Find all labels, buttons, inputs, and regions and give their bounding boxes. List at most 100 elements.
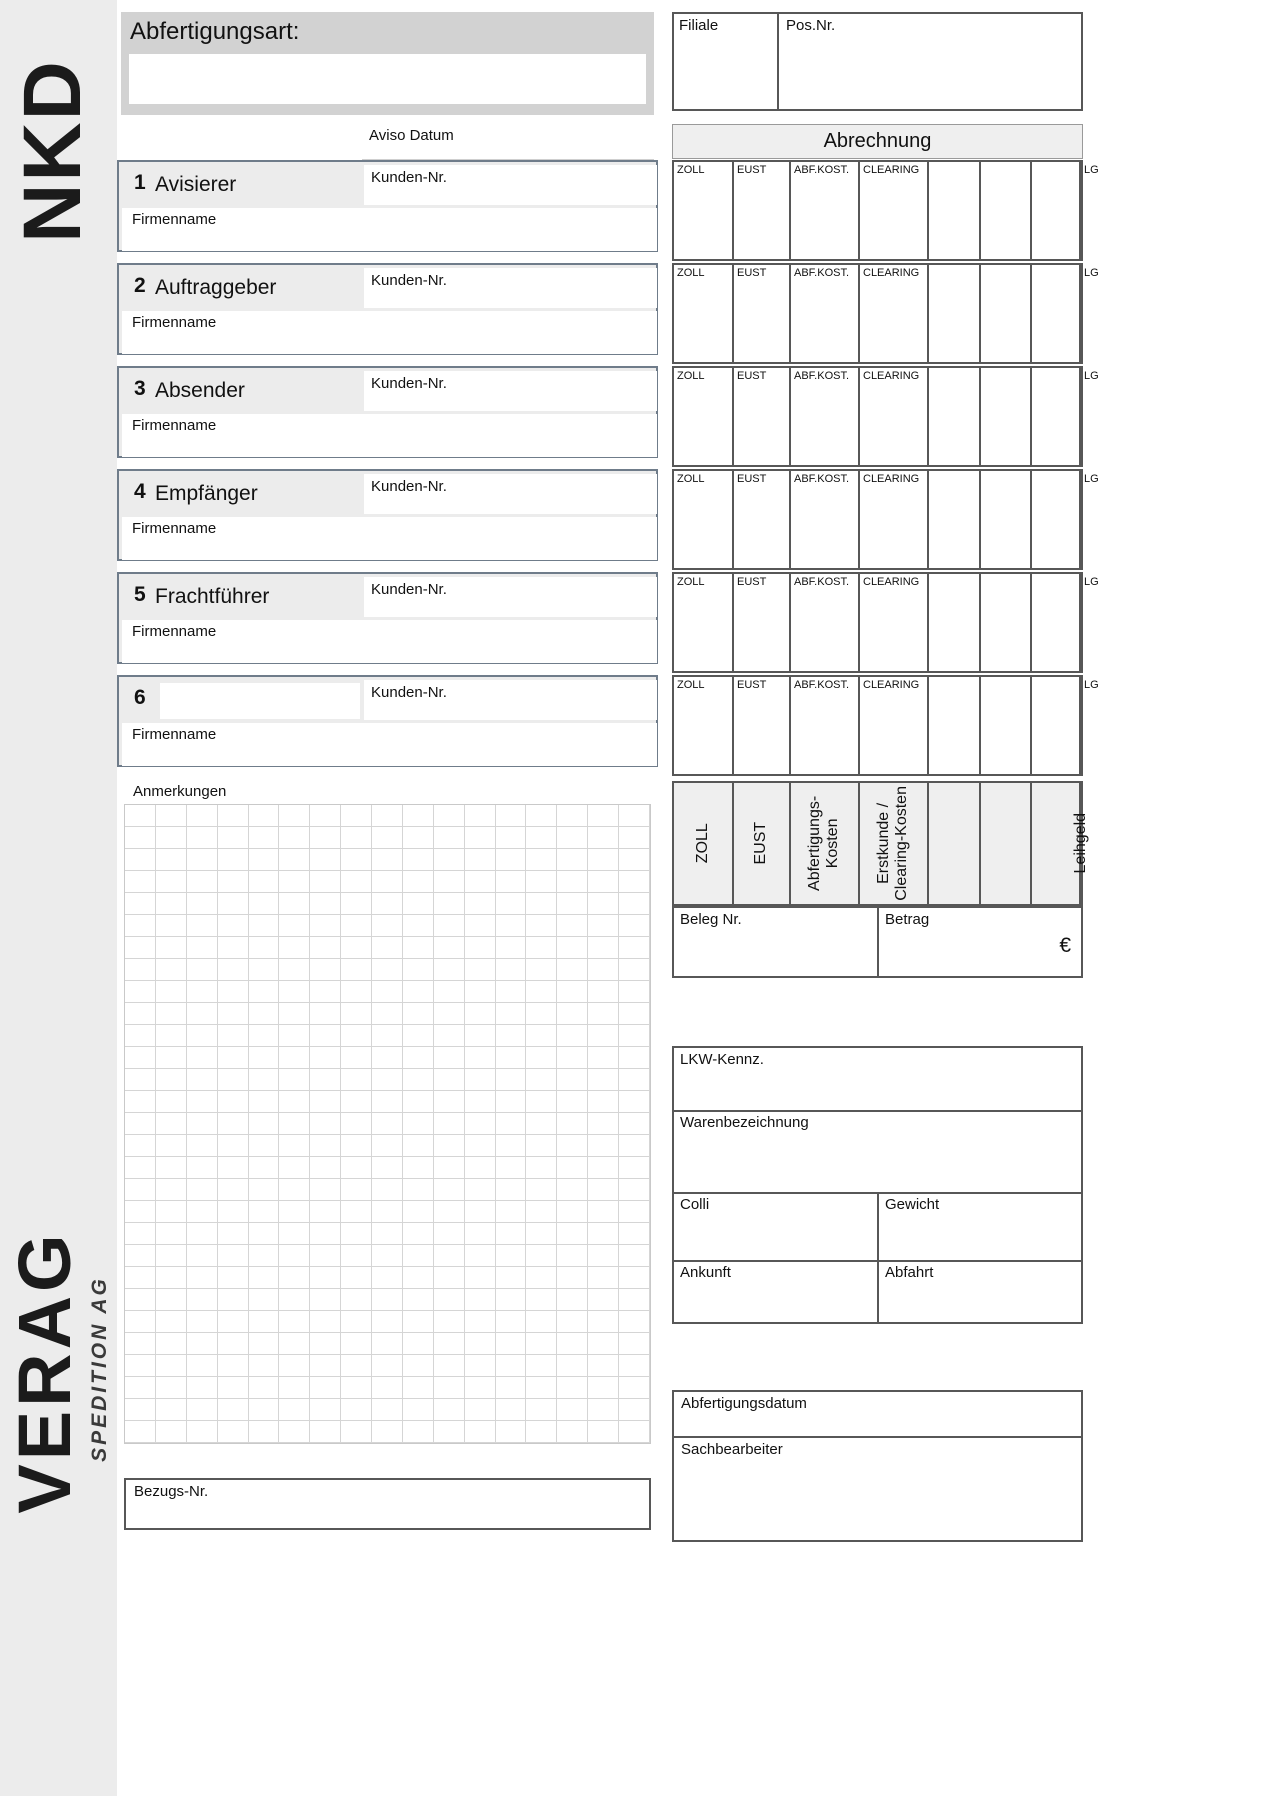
anmerkungen-cell[interactable] (310, 1179, 342, 1201)
anmerkungen-cell[interactable] (125, 1201, 156, 1223)
anmerkungen-cell[interactable] (186, 1311, 218, 1333)
anmerkungen-cell[interactable] (526, 1267, 558, 1289)
anmerkungen-cell[interactable] (310, 1223, 342, 1245)
anmerkungen-cell[interactable] (433, 1157, 465, 1179)
abrechnung-cell[interactable]: ABF.KOST. (791, 677, 860, 774)
anmerkungen-cell[interactable] (372, 893, 403, 915)
anmerkungen-cell[interactable] (588, 1377, 620, 1399)
anmerkungen-cell[interactable] (557, 1047, 589, 1069)
anmerkungen-cell[interactable] (248, 1069, 280, 1091)
anmerkungen-cell[interactable] (310, 1047, 342, 1069)
anmerkungen-cell[interactable] (341, 1333, 373, 1355)
anmerkungen-cell[interactable] (402, 1069, 434, 1091)
anmerkungen-cell[interactable] (588, 937, 620, 959)
anmerkungen-cell[interactable] (341, 1179, 373, 1201)
anmerkungen-cell[interactable] (217, 915, 249, 937)
anmerkungen-cell[interactable] (402, 1157, 434, 1179)
anmerkungen-cell[interactable] (310, 1289, 342, 1311)
anmerkungen-cell[interactable] (279, 959, 311, 981)
abrechnung-cell[interactable]: ABF.KOST. (791, 471, 860, 568)
anmerkungen-cell[interactable] (433, 1399, 465, 1421)
anmerkungen-cell[interactable] (341, 1113, 373, 1135)
anmerkungen-cell[interactable] (217, 1201, 249, 1223)
anmerkungen-cell[interactable] (402, 871, 434, 893)
anmerkungen-cell[interactable] (310, 1399, 342, 1421)
anmerkungen-cell[interactable] (186, 1201, 218, 1223)
anmerkungen-cell[interactable] (125, 1355, 156, 1377)
anmerkungen-cell[interactable] (526, 1377, 558, 1399)
anmerkungen-cell[interactable] (279, 937, 311, 959)
anmerkungen-cell[interactable] (619, 1047, 650, 1069)
anmerkungen-cell[interactable] (341, 1025, 373, 1047)
anmerkungen-cell[interactable] (402, 1245, 434, 1267)
anmerkungen-cell[interactable] (248, 1025, 280, 1047)
anmerkungen-cell[interactable] (186, 1047, 218, 1069)
anmerkungen-cell[interactable] (248, 1399, 280, 1421)
kunden-nr-field[interactable]: Kunden-Nr. (364, 474, 657, 514)
anmerkungen-cell[interactable] (217, 1091, 249, 1113)
anmerkungen-cell[interactable] (279, 849, 311, 871)
anmerkungen-cell[interactable] (619, 1157, 650, 1179)
abrechnung-cell[interactable]: ABF.KOST. (791, 574, 860, 671)
anmerkungen-cell[interactable] (557, 1003, 589, 1025)
anmerkungen-cell[interactable] (372, 1135, 403, 1157)
anmerkungen-cell[interactable] (495, 1399, 527, 1421)
anmerkungen-cell[interactable] (526, 1311, 558, 1333)
kunden-nr-field[interactable]: Kunden-Nr. (364, 577, 657, 617)
anmerkungen-cell[interactable] (557, 893, 589, 915)
anmerkungen-cell[interactable] (464, 1245, 496, 1267)
anmerkungen-cell[interactable] (341, 893, 373, 915)
anmerkungen-cell[interactable] (464, 1113, 496, 1135)
kunden-nr-field[interactable]: Kunden-Nr. (364, 165, 657, 205)
anmerkungen-cell[interactable] (279, 893, 311, 915)
anmerkungen-cell[interactable] (341, 1201, 373, 1223)
anmerkungen-cell[interactable] (557, 915, 589, 937)
firmenname-field[interactable]: Firmenname (122, 208, 657, 251)
anmerkungen-cell[interactable] (495, 827, 527, 849)
anmerkungen-cell[interactable] (186, 1377, 218, 1399)
anmerkungen-cell[interactable] (279, 1069, 311, 1091)
anmerkungen-cell[interactable] (217, 1333, 249, 1355)
anmerkungen-cell[interactable] (433, 1289, 465, 1311)
anmerkungen-cell[interactable] (279, 1355, 311, 1377)
anmerkungen-cell[interactable] (464, 805, 496, 827)
anmerkungen-cell[interactable] (125, 937, 156, 959)
anmerkungen-cell[interactable] (464, 1399, 496, 1421)
anmerkungen-cell[interactable] (125, 1333, 156, 1355)
anmerkungen-cell[interactable] (588, 805, 620, 827)
anmerkungen-cell[interactable] (372, 1311, 403, 1333)
anmerkungen-cell[interactable] (588, 1113, 620, 1135)
anmerkungen-cell[interactable] (495, 1025, 527, 1047)
anmerkungen-cell[interactable] (588, 1135, 620, 1157)
anmerkungen-cell[interactable] (433, 1179, 465, 1201)
anmerkungen-cell[interactable] (186, 871, 218, 893)
anmerkungen-cell[interactable] (402, 1201, 434, 1223)
anmerkungen-cell[interactable] (372, 1245, 403, 1267)
anmerkungen-cell[interactable] (279, 1179, 311, 1201)
anmerkungen-cell[interactable] (248, 1091, 280, 1113)
anmerkungen-cell[interactable] (433, 1113, 465, 1135)
anmerkungen-cell[interactable] (155, 1333, 187, 1355)
abrechnung-cell[interactable]: EUST (734, 368, 791, 465)
anmerkungen-cell[interactable] (433, 1223, 465, 1245)
anmerkungen-cell[interactable] (526, 1421, 558, 1443)
anmerkungen-cell[interactable] (557, 1091, 589, 1113)
abrechnung-cell[interactable]: ZOLL (674, 162, 734, 259)
anmerkungen-cell[interactable] (217, 849, 249, 871)
abrechnung-cell[interactable]: EUST (734, 265, 791, 362)
anmerkungen-cell[interactable] (186, 1223, 218, 1245)
anmerkungen-cell[interactable] (310, 981, 342, 1003)
anmerkungen-cell[interactable] (279, 1091, 311, 1113)
abfertigungsart-input[interactable] (129, 54, 646, 104)
anmerkungen-cell[interactable] (248, 1223, 280, 1245)
anmerkungen-cell[interactable] (372, 959, 403, 981)
anmerkungen-cell[interactable] (341, 981, 373, 1003)
anmerkungen-cell[interactable] (125, 1421, 156, 1443)
anmerkungen-cell[interactable] (372, 1267, 403, 1289)
anmerkungen-cell[interactable] (248, 981, 280, 1003)
anmerkungen-cell[interactable] (217, 1223, 249, 1245)
anmerkungen-cell[interactable] (155, 981, 187, 1003)
anmerkungen-cell[interactable] (279, 871, 311, 893)
anmerkungen-cell[interactable] (433, 893, 465, 915)
anmerkungen-cell[interactable] (588, 1025, 620, 1047)
